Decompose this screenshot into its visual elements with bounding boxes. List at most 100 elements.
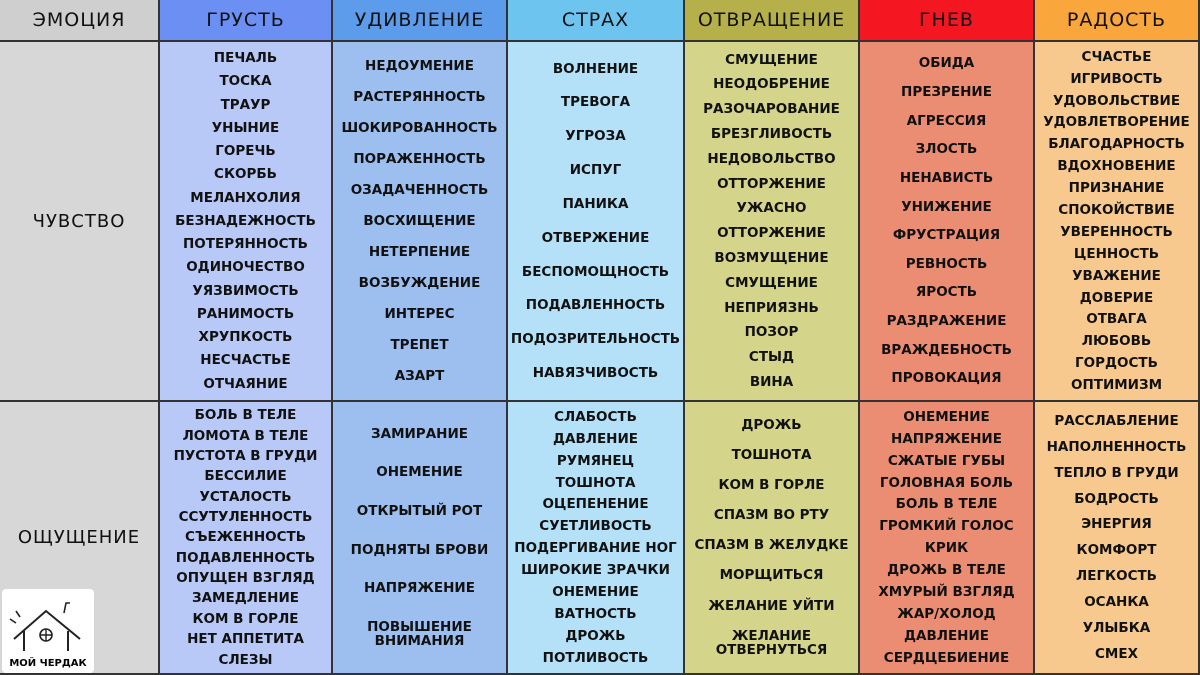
cell-item: ПОТЕРЯННОСТЬ [183, 236, 308, 253]
cell-item: КОМ В ГОРЛЕ [718, 477, 825, 494]
cell-item: ОТВАГА [1086, 311, 1147, 328]
table-cell: ЗАМИРАНИЕ ОНЕМЕНИЕ ОТКРЫТЫЙ РОТ ПОДНЯТЫ БРО… [333, 402, 508, 675]
table-cell: СЛАБОСТЬ ДАВЛЕНИЕ РУМЯНЕЦ ТОШНОТА ОЦЕПЕНЕНИЕ… [508, 402, 685, 675]
table-cell: СЧАСТЬЕ ИГРИВОСТЬ УДОВОЛЬСТВИЕ УДОВЛЕТВОРЕН… [1035, 42, 1200, 402]
cell-item: ВОЗБУЖДЕНИЕ [358, 274, 481, 291]
cell-item: АГРЕССИЯ [906, 112, 987, 129]
table-cell: НЕДОУМЕНИЕ РАСТЕРЯННОСТЬ ШОКИРОВАННОСТЬ ПОР… [333, 42, 508, 402]
cell-item: РАССЛАБЛЕНИЕ [1054, 412, 1179, 429]
header-cell: СТРАХ [508, 0, 685, 42]
table-cell: ОНЕМЕНИЕ НАПРЯЖЕНИЕ СЖАТЫЕ ГУБЫ ГОЛОВНАЯ БО… [860, 402, 1035, 675]
cell-item: ЖЕЛАНИЕ УЙТИ [708, 597, 835, 614]
cell-item: ОТКРЫТЫЙ РОТ [356, 502, 483, 519]
cell-item: НАПОЛНЕННОСТЬ [1046, 438, 1187, 455]
logo-house [9, 602, 81, 651]
cell-item: ЗАМИРАНИЕ [371, 425, 468, 442]
cell-item: ТОШНОТА [731, 447, 812, 464]
cell-item: ГРОМКИЙ ГОЛОС [879, 518, 1014, 535]
cell-item: ОЗАДАЧЕННОСТЬ [350, 181, 489, 198]
cell-item: ОЦЕПЕНЕНИЕ [542, 496, 649, 513]
cell-item: ПЕЧАЛЬ [213, 50, 278, 67]
cell-item: СЧАСТЬЕ [1081, 48, 1152, 65]
cell-item: СПАЗМ ВО РТУ [713, 507, 830, 524]
cell-item: УЛЫБКА [1082, 620, 1151, 637]
cell-item: ВАТНОСТЬ [554, 606, 637, 623]
cell-item: ПАНИКА [562, 195, 629, 212]
cell-item: РУМЯНЕЦ [556, 452, 635, 469]
cell-item: ОПУЩЕН ВЗГЛЯД [176, 570, 315, 587]
cell-item: СТЫД [748, 349, 795, 366]
cell-item: КРИК [924, 540, 969, 557]
logo: МОЙ ЧЕРДАК [2, 589, 94, 673]
cell-item: ФРУСТРАЦИЯ [892, 227, 1001, 244]
cell-item: ЖЕЛАНИЕ ОТВЕРНУТЬСЯ [715, 627, 828, 658]
cell-item: БЕССИЛИЕ [204, 468, 287, 485]
cell-item: ХРУПКОСТЬ [198, 329, 293, 346]
cell-item: УЯЗВИМОСТЬ [192, 282, 299, 299]
cell-item: НЕСЧАСТЬЕ [200, 352, 291, 369]
cell-item: ТОШНОТА [555, 474, 636, 491]
cell-item: СПАЗМ В ЖЕЛУДКЕ [694, 537, 849, 554]
table-cell: ВОЛНЕНИЕ ТРЕВОГА УГРОЗА ИСПУГ ПАНИКА ОТВЕРЖЕН… [508, 42, 685, 402]
cell-item: НЕДОУМЕНИЕ [365, 57, 474, 74]
cell-item: КОМ В ГОРЛЕ [192, 610, 299, 627]
cell-item: ДРОЖЬ В ТЕЛЕ [887, 562, 1006, 579]
cell-item: РАЗОЧАРОВАНИЕ [703, 101, 840, 118]
cell-item: ШИРОКИЕ ЗРАЧКИ [521, 562, 670, 579]
cell-item: ОТТОРЖЕНИЕ [717, 225, 826, 242]
cell-item: БРЕЗГЛИВОСТЬ [710, 126, 833, 143]
cell-item: УДОВЛЕТВОРЕНИЕ [1043, 114, 1190, 131]
cell-item: СЪЕЖЕННОСТЬ [184, 529, 307, 546]
table-cell: РАССЛАБЛЕНИЕ НАПОЛНЕННОСТЬ ТЕПЛО В ГРУДИ БО… [1035, 402, 1200, 675]
header-cell: ЭМОЦИЯ [0, 0, 160, 42]
cell-item: НАПРЯЖЕНИЕ [891, 430, 1002, 447]
cell-item: НЕДОВОЛЬСТВО [707, 150, 836, 167]
cell-item: СПОКОЙСТВИЕ [1058, 201, 1175, 218]
cell-item: ПУСТОТА В ГРУДИ [173, 447, 318, 464]
cell-item: БОЛЬ В ТЕЛЕ [194, 407, 297, 424]
cell-item: ОНЕМЕНИЕ [552, 584, 639, 601]
cell-item: СЛЕЗЫ [218, 651, 273, 668]
cell-item: СМУЩЕНИЕ [725, 274, 818, 291]
cell-item: УСТАЛОСТЬ [199, 488, 292, 505]
table-cell: ПЕЧАЛЬ ТОСКА ТРАУР УНЫНИЕ ГОРЕЧЬ СКОРБЬ МЕЛАНХ… [160, 42, 333, 402]
cell-item: ТОСКА [219, 73, 272, 90]
cell-item: НЕНАВИСТЬ [899, 169, 994, 186]
cell-item: ЖАР/ХОЛОД [897, 606, 996, 623]
cell-item: ЭНЕРГИЯ [1081, 516, 1152, 533]
cell-item: НЕОДОБРЕНИЕ [713, 76, 830, 93]
cell-item: ОТЧАЯНИЕ [203, 375, 288, 392]
cell-item: РАЗДРАЖЕНИЕ [886, 313, 1007, 330]
cell-item: ОСАНКА [1084, 594, 1149, 611]
cell-item: ВОСХИЩЕНИЕ [363, 212, 476, 229]
cell-item: ЛЕГКОСТЬ [1076, 568, 1157, 585]
cell-item: ДРОЖЬ [741, 416, 802, 433]
cell-item: НАПРЯЖЕНИЕ [364, 580, 475, 597]
cell-item: ТРЕПЕТ [390, 336, 449, 353]
cell-item: СУЕТЛИВОСТЬ [539, 518, 652, 535]
header-cell: ГНЕВ [860, 0, 1035, 42]
cell-item: ЯРОСТЬ [915, 284, 978, 301]
cell-item: ВИНА [749, 373, 794, 390]
header-cell: ОТВРАЩЕНИЕ [685, 0, 860, 42]
cell-item: ПОДЕРГИВАНИЕ НОГ [514, 540, 677, 557]
cell-item: СЖАТЫЕ ГУБЫ [887, 452, 1006, 469]
cell-item: СКОРБЬ [214, 166, 277, 183]
cell-item: ОНЕМЕНИЕ [376, 464, 463, 481]
cell-item: ГОРДОСТЬ [1075, 355, 1158, 372]
cell-item: ЛОМОТА В ТЕЛЕ [182, 427, 309, 444]
cell-item: ДАВЛЕНИЕ [552, 430, 638, 447]
table-cell: ОБИДА ПРЕЗРЕНИЕ АГРЕССИЯ ЗЛОСТЬ НЕНАВИСТЬ УНИ… [860, 42, 1035, 402]
cell-item: ГОРЕЧЬ [215, 143, 276, 160]
cell-item: ГОЛОВНАЯ БОЛЬ [879, 474, 1014, 491]
cell-item: ДАВЛЕНИЕ [903, 627, 989, 644]
cell-item: ИГРИВОСТЬ [1070, 70, 1163, 87]
cell-item: ПОРАЖЕННОСТЬ [353, 150, 486, 167]
cell-item: ТЕПЛО В ГРУДИ [1054, 464, 1179, 481]
cell-item: ВДОХНОВЕНИЕ [1057, 158, 1176, 175]
cell-item: УВАЖЕНИЕ [1072, 267, 1161, 284]
cell-item: УДОВОЛЬСТВИЕ [1052, 92, 1181, 109]
cell-item: БЛАГОДАРНОСТЬ [1048, 136, 1185, 153]
cell-item: ОПТИМИЗМ [1070, 377, 1163, 394]
